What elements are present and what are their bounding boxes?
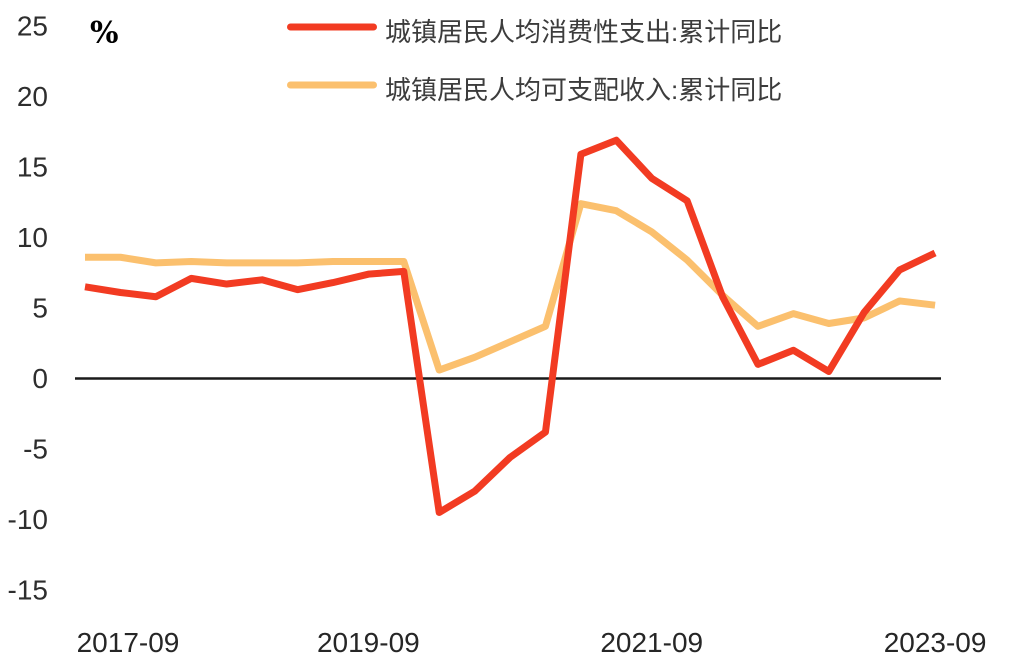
y-tick-label: 5 <box>32 293 48 324</box>
y-tick-label: 25 <box>17 11 48 42</box>
y-tick-label: 0 <box>32 363 48 394</box>
series-line-1 <box>85 200 936 374</box>
y-tick-label: -15 <box>8 575 48 606</box>
series-line-0 <box>84 136 937 516</box>
y-tick-label: 10 <box>17 222 48 253</box>
y-tick-label: -10 <box>8 504 48 535</box>
x-tick-label: 2017-09 <box>77 627 180 656</box>
x-tick-label: 2021-09 <box>600 627 703 656</box>
y-axis-unit-label: % <box>90 16 119 51</box>
y-tick-label: 15 <box>17 152 48 183</box>
legend-label-0: 城镇居民人均消费性支出:累计同比 <box>385 17 782 47</box>
x-tick-label: 2019-09 <box>317 627 420 656</box>
y-tick-label: -5 <box>23 434 48 465</box>
x-tick-label: 2023-09 <box>884 627 987 656</box>
legend-swatch-0 <box>287 23 377 31</box>
y-tick-label: 20 <box>17 81 48 112</box>
legend-swatch-1 <box>287 81 377 89</box>
legend-label-1: 城镇居民人均可支配收入:累计同比 <box>385 75 782 105</box>
